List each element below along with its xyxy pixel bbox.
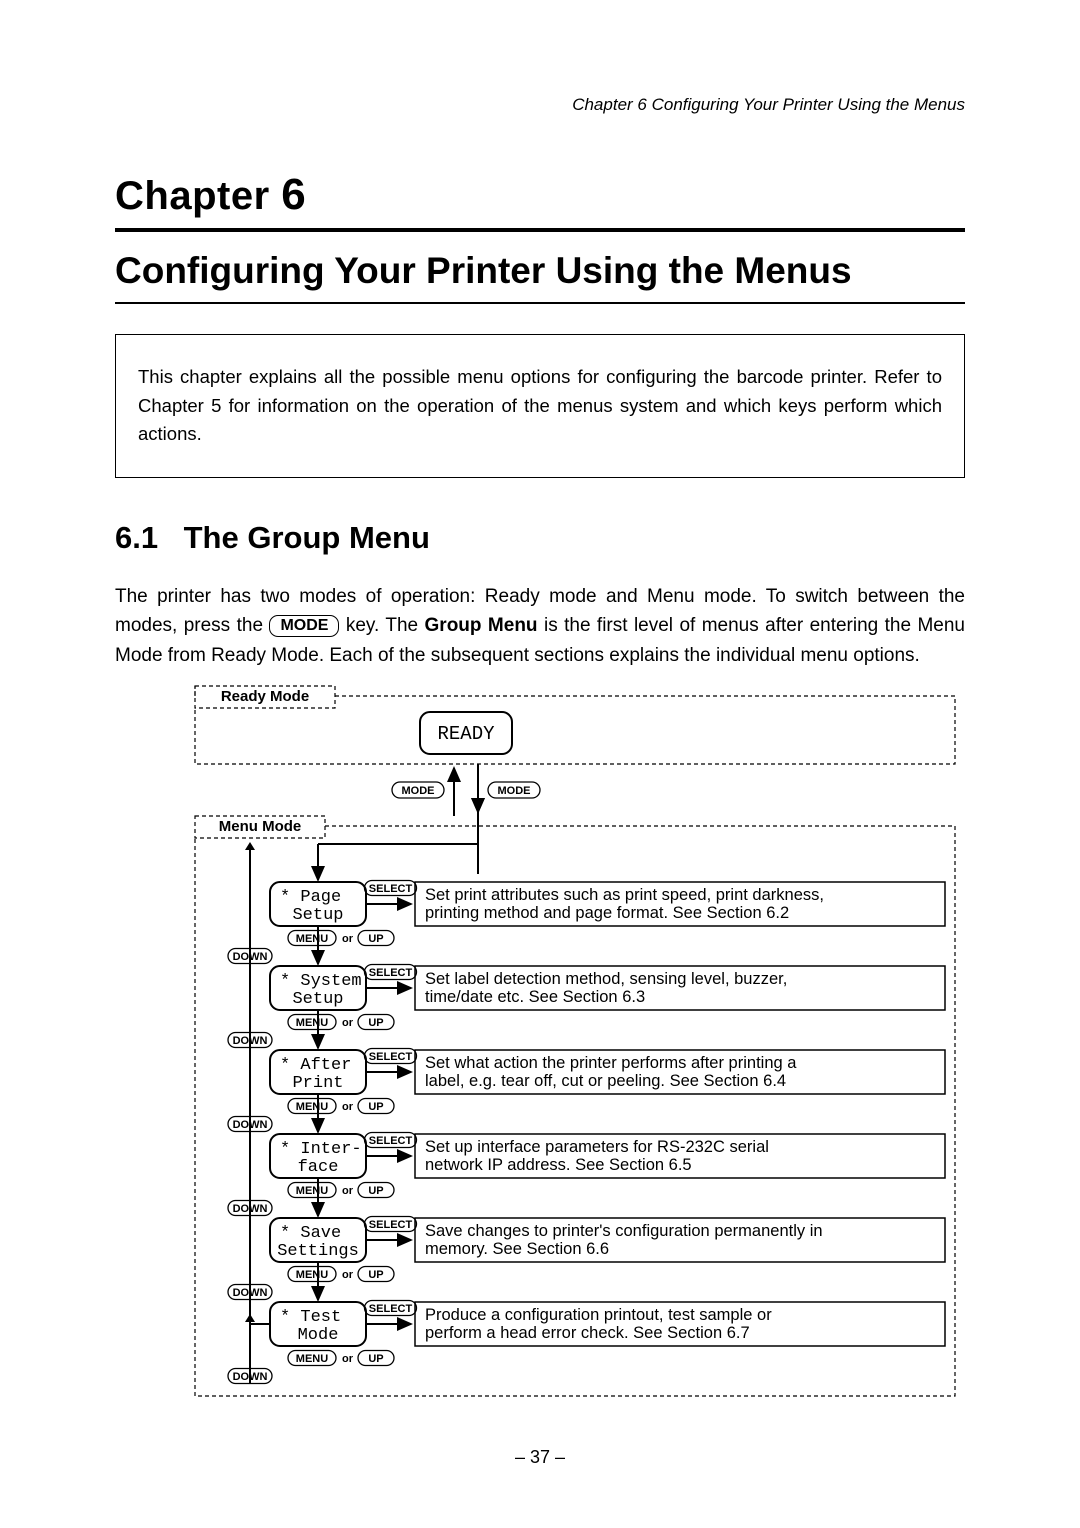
svg-text:UP: UP: [368, 933, 383, 945]
svg-text:MENU: MENU: [296, 933, 328, 945]
svg-text:UP: UP: [368, 1185, 383, 1197]
svg-text:or: or: [342, 1269, 354, 1281]
svg-text:DOWN: DOWN: [233, 1287, 268, 1299]
svg-text:UP: UP: [368, 1101, 383, 1113]
svg-text:READY: READY: [437, 723, 495, 745]
svg-text:MENU: MENU: [296, 1185, 328, 1197]
svg-text:Produce a configuration printo: Produce a configuration printout, test s…: [425, 1306, 772, 1324]
svg-text:MODE: MODE: [402, 785, 435, 797]
svg-text:* Page: * Page: [280, 888, 341, 907]
svg-text:SELECT: SELECT: [369, 1135, 413, 1147]
svg-text:label, e.g. tear off, cut or p: label, e.g. tear off, cut or peeling. Se…: [425, 1072, 786, 1090]
svg-text:time/date etc. See Section 6.3: time/date etc. See Section 6.3: [425, 988, 645, 1006]
svg-text:MENU: MENU: [296, 1269, 328, 1281]
svg-text:* System: * System: [280, 972, 362, 991]
svg-text:Setup: Setup: [292, 990, 343, 1009]
svg-text:Mode: Mode: [298, 1326, 339, 1345]
svg-text:face: face: [298, 1158, 339, 1177]
svg-text:Set up interface parameters fo: Set up interface parameters for RS-232C …: [425, 1138, 769, 1156]
group-menu-bold: Group Menu: [425, 615, 538, 636]
chapter-word: Chapter: [115, 174, 270, 218]
section-heading: 6.1 The Group Menu: [115, 520, 965, 556]
page: Chapter 6 Configuring Your Printer Using…: [0, 0, 1080, 1528]
svg-text:Menu Mode: Menu Mode: [219, 818, 302, 835]
svg-text:memory. See Section 6.6: memory. See Section 6.6: [425, 1240, 609, 1258]
svg-text:MENU: MENU: [296, 1101, 328, 1113]
svg-text:or: or: [342, 1101, 354, 1113]
svg-text:SELECT: SELECT: [369, 1219, 413, 1231]
svg-text:Setup: Setup: [292, 906, 343, 925]
chapter-label: Chapter 6: [115, 170, 965, 220]
svg-text:* Test: * Test: [280, 1308, 341, 1327]
chapter-title: Configuring Your Printer Using the Menus: [115, 250, 965, 292]
svg-text:* After: * After: [280, 1056, 351, 1075]
svg-text:* Save: * Save: [280, 1224, 341, 1243]
svg-text:or: or: [342, 1185, 354, 1197]
svg-text:Save changes to printer's conf: Save changes to printer's configuration …: [425, 1222, 823, 1240]
svg-text:Set what action the printer pe: Set what action the printer performs aft…: [425, 1054, 797, 1072]
svg-text:* Inter-: * Inter-: [280, 1140, 362, 1159]
svg-text:network IP address. See Sectio: network IP address. See Section 6.5: [425, 1156, 692, 1174]
svg-text:UP: UP: [368, 1353, 383, 1365]
svg-text:Print: Print: [292, 1074, 343, 1093]
svg-text:SELECT: SELECT: [369, 1051, 413, 1063]
rule-thick: [115, 228, 965, 232]
svg-text:or: or: [342, 933, 354, 945]
svg-text:UP: UP: [368, 1017, 383, 1029]
svg-text:DOWN: DOWN: [233, 1035, 268, 1047]
svg-text:Set print attributes such as p: Set print attributes such as print speed…: [425, 886, 824, 904]
section-title: The Group Menu: [184, 520, 430, 555]
svg-text:SELECT: SELECT: [369, 1303, 413, 1315]
page-number: – 37 –: [0, 1447, 1080, 1468]
svg-text:DOWN: DOWN: [233, 1119, 268, 1131]
chapter-number: 6: [281, 170, 306, 219]
rule-thin: [115, 302, 965, 304]
running-head: Chapter 6 Configuring Your Printer Using…: [572, 95, 965, 115]
svg-text:perform a head error check. Se: perform a head error check. See Section …: [425, 1324, 750, 1342]
body-text-2: key. The: [346, 615, 425, 636]
flowchart-svg: Ready ModeREADYMODEMODEMenu Mode* PageSe…: [175, 684, 965, 1404]
svg-text:Ready Mode: Ready Mode: [221, 688, 309, 705]
svg-text:or: or: [342, 1353, 354, 1365]
svg-text:DOWN: DOWN: [233, 1203, 268, 1215]
svg-text:Set label detection method, se: Set label detection method, sensing leve…: [425, 970, 787, 988]
svg-text:printing method and page forma: printing method and page format. See Sec…: [425, 904, 789, 922]
svg-text:SELECT: SELECT: [369, 883, 413, 895]
intro-box: This chapter explains all the possible m…: [115, 334, 965, 478]
svg-text:MENU: MENU: [296, 1017, 328, 1029]
svg-text:MENU: MENU: [296, 1353, 328, 1365]
svg-text:DOWN: DOWN: [233, 951, 268, 963]
mode-key-inline: MODE: [269, 615, 339, 637]
svg-text:UP: UP: [368, 1269, 383, 1281]
svg-text:MODE: MODE: [498, 785, 531, 797]
svg-text:SELECT: SELECT: [369, 967, 413, 979]
svg-text:Settings: Settings: [277, 1242, 359, 1261]
section-body: The printer has two modes of operation: …: [115, 582, 965, 670]
diagram-flowchart: Ready ModeREADYMODEMODEMenu Mode* PageSe…: [175, 684, 965, 1409]
svg-text:or: or: [342, 1017, 354, 1029]
section-number: 6.1: [115, 520, 175, 556]
svg-text:DOWN: DOWN: [233, 1371, 268, 1383]
